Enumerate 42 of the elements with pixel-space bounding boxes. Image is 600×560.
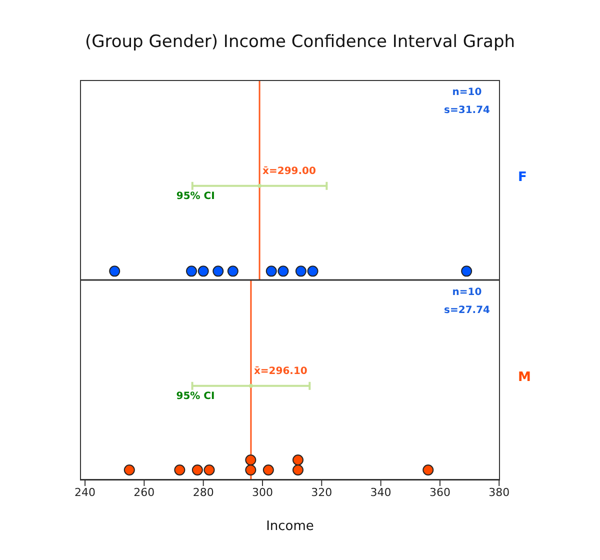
x-tick-label: 380 xyxy=(488,486,510,499)
annotation: 95% CI xyxy=(176,190,215,202)
point xyxy=(292,464,304,476)
point xyxy=(212,266,224,277)
point xyxy=(307,266,318,277)
point xyxy=(461,266,472,277)
point xyxy=(422,464,434,476)
x-axis-title: Income xyxy=(266,519,314,534)
ref-line-label: x̄=299.00 xyxy=(262,166,316,177)
point xyxy=(227,266,238,277)
chart-title: (Group Gender) Income Confidence Interval Graph xyxy=(84,32,516,52)
point xyxy=(174,464,186,476)
point xyxy=(292,454,304,466)
point xyxy=(198,266,209,277)
point xyxy=(258,184,262,188)
point xyxy=(295,266,306,277)
text: s=31.74 xyxy=(444,104,490,118)
x-tick-label: 300 xyxy=(252,486,273,499)
x-tick-label: 280 xyxy=(192,486,214,499)
point xyxy=(109,266,120,277)
point xyxy=(124,464,135,476)
text: n=10 xyxy=(451,86,483,100)
point xyxy=(245,454,256,466)
text: M xyxy=(518,370,531,385)
point xyxy=(186,266,198,277)
x-tick-label: 360 xyxy=(429,486,450,499)
text: F xyxy=(518,170,527,185)
point xyxy=(204,464,215,476)
x-tick-label: 260 xyxy=(134,486,155,499)
ref-line-label: x̄=296.10 xyxy=(254,366,308,377)
point xyxy=(248,384,253,388)
point xyxy=(192,464,203,476)
annotation: 95% CI xyxy=(176,390,215,402)
x-tick-label: 340 xyxy=(370,486,392,499)
point xyxy=(266,266,277,277)
annotation: s=27.74 xyxy=(444,304,490,318)
x-tick-label: 320 xyxy=(311,486,332,499)
point xyxy=(278,266,289,277)
x-tick-label: 240 xyxy=(74,486,96,499)
point xyxy=(262,464,274,476)
annotation: n=10 xyxy=(451,286,483,300)
point xyxy=(245,464,256,476)
